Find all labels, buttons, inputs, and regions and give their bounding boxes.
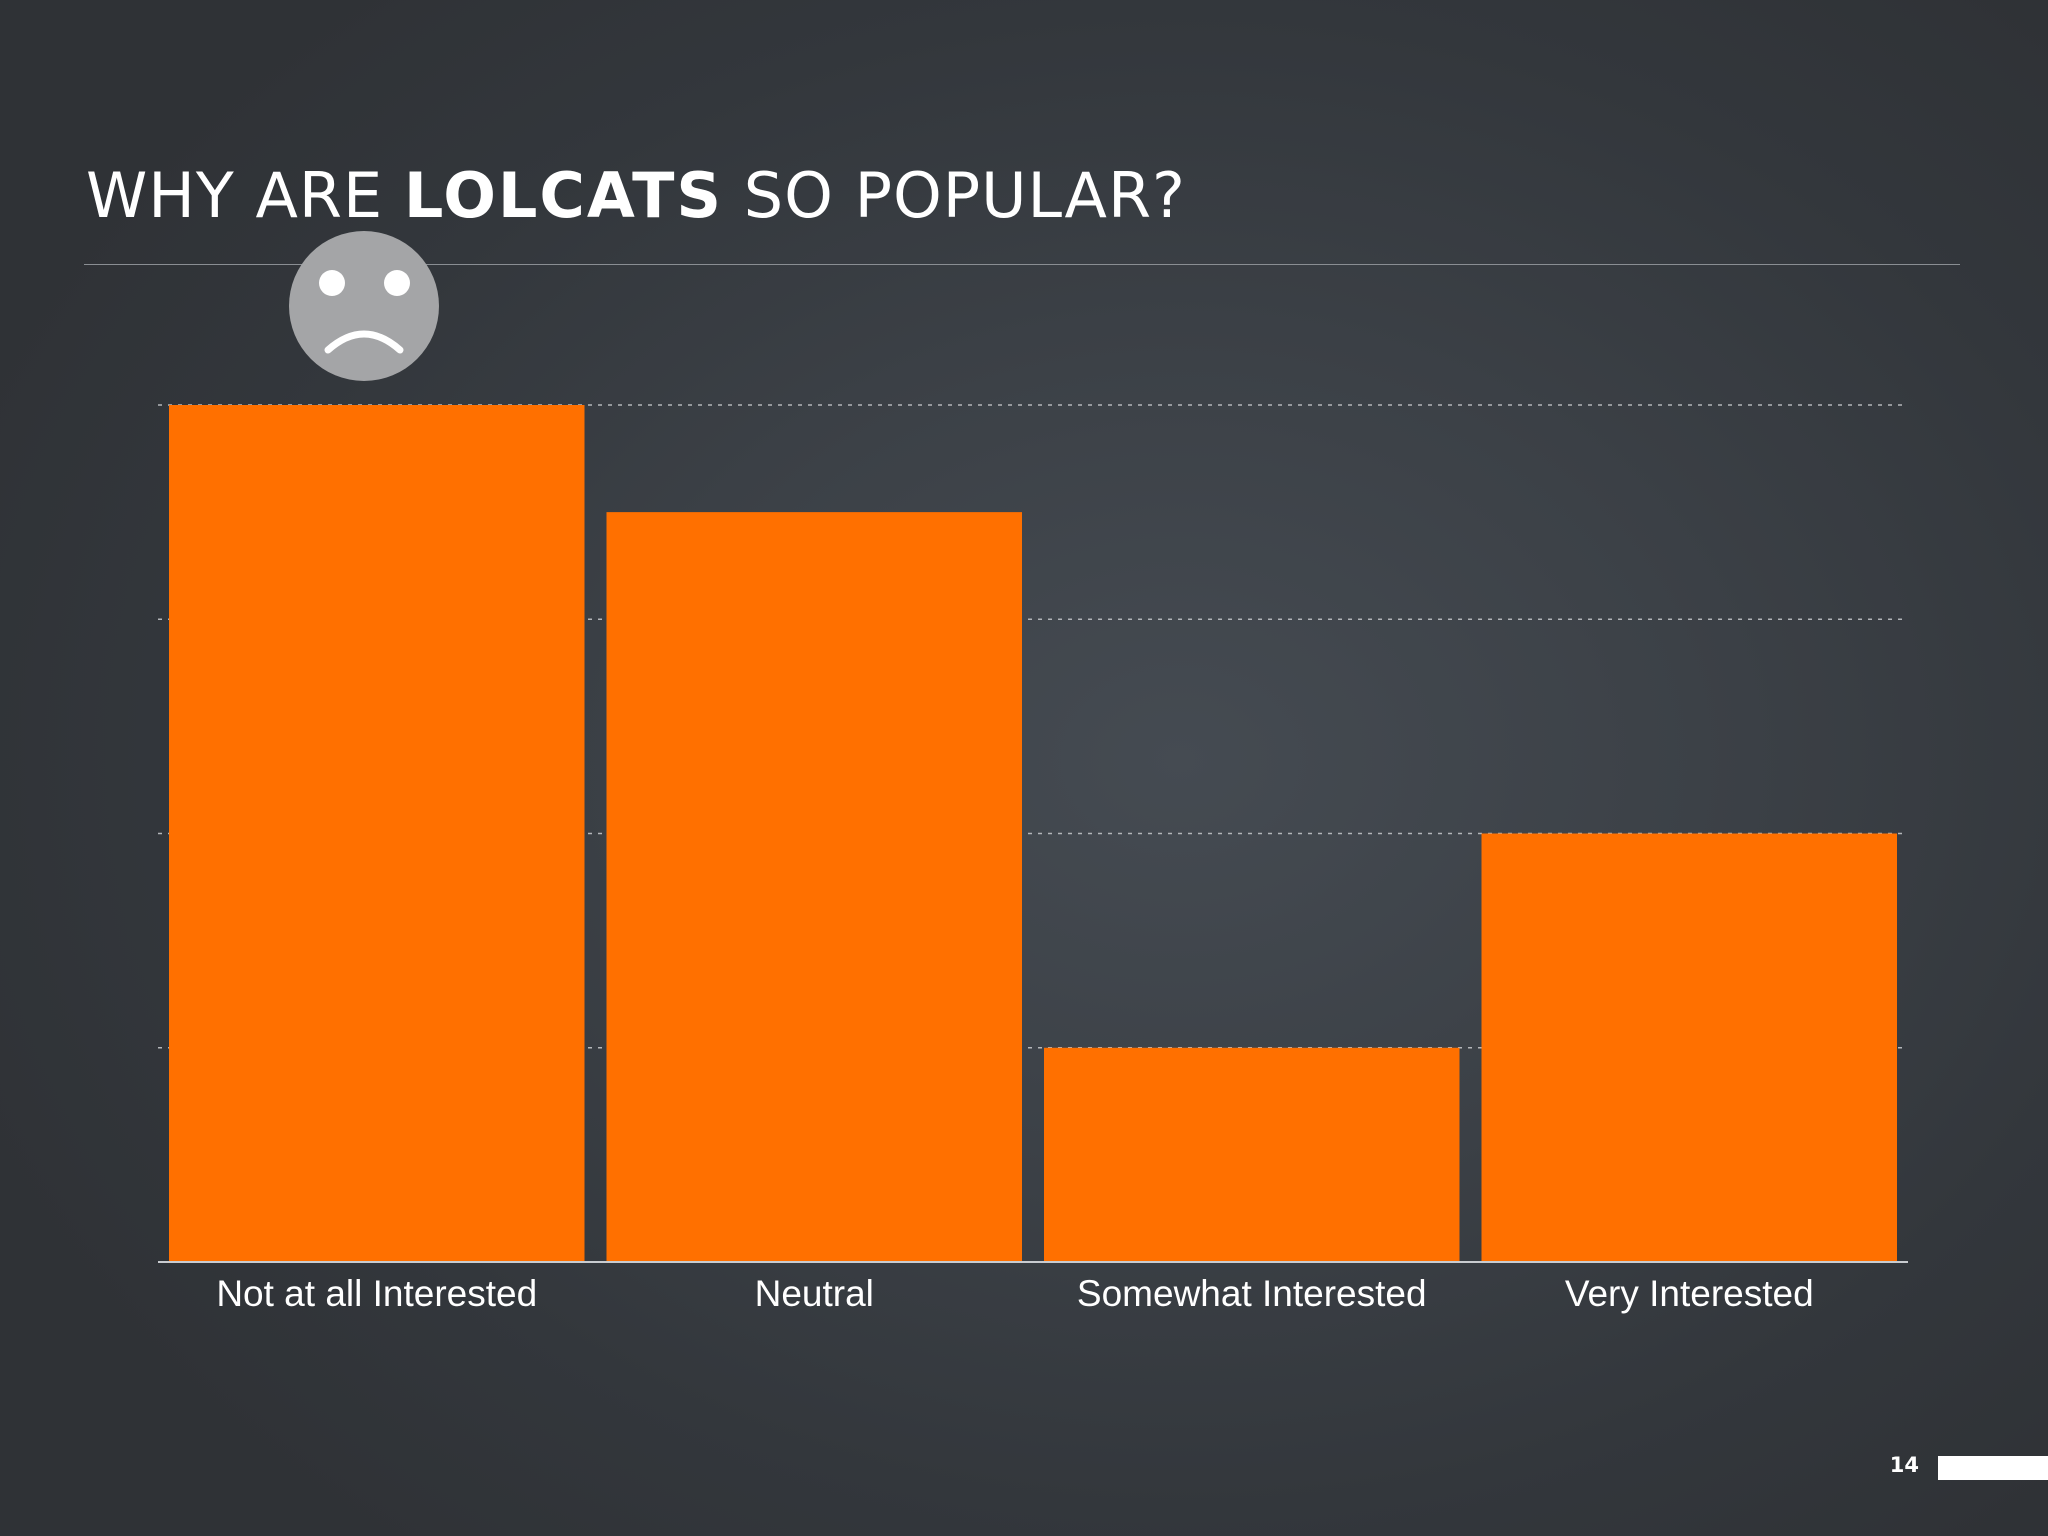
- category-label-1: Not at all Interested: [216, 1273, 537, 1314]
- face-circle: [289, 231, 439, 381]
- bar-not-at-all-interested: [169, 405, 585, 1262]
- title-part-2: SO POPULAR?: [723, 159, 1186, 232]
- title-part-bold: LOLCATS: [403, 159, 724, 232]
- category-label-2: Neutral: [755, 1273, 874, 1314]
- category-label-3: Somewhat Interested: [1077, 1273, 1427, 1314]
- title-part-1: WHY ARE: [86, 159, 404, 232]
- page-tab-marker: [1938, 1456, 2048, 1480]
- category-label-4: Very Interested: [1565, 1273, 1814, 1314]
- left-eye: [319, 270, 345, 296]
- title-divider: [84, 264, 1960, 265]
- bars: [169, 405, 1897, 1262]
- bar-very-interested: [1481, 833, 1897, 1262]
- category-labels: Not at all Interested Neutral Somewhat Int…: [216, 1273, 1813, 1314]
- bar-somewhat-interested: [1044, 1047, 1460, 1262]
- sad-face-icon: [289, 231, 439, 381]
- frown-mouth: [324, 330, 404, 354]
- slide-title: WHY ARE LOLCATS SO POPULAR?: [86, 165, 1186, 227]
- right-eye: [384, 270, 410, 296]
- page-number: 14: [1889, 1453, 1919, 1477]
- bar-neutral: [606, 512, 1022, 1262]
